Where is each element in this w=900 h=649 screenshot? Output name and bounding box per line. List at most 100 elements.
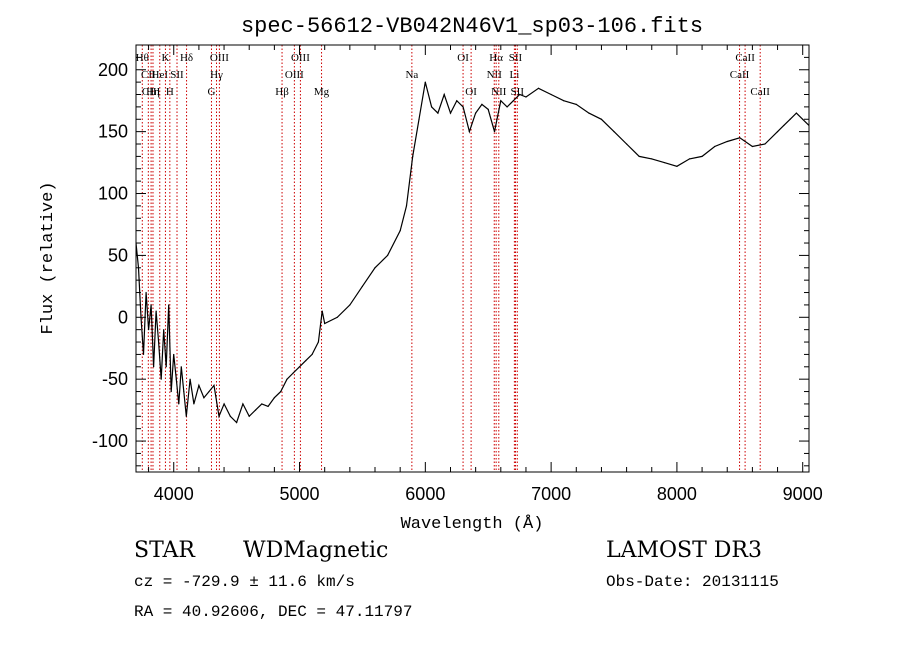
data-point xyxy=(688,158,691,160)
data-point xyxy=(292,372,294,374)
data-point xyxy=(168,304,170,306)
line-marker-label: Hβ xyxy=(275,86,289,98)
data-point xyxy=(512,100,514,102)
obs-date-text: Obs-Date: 20131115 xyxy=(606,573,779,591)
x-tick-label: 6000 xyxy=(405,484,445,504)
data-point xyxy=(537,87,540,89)
data-point xyxy=(298,366,301,368)
line-marker-label: Hδ xyxy=(180,52,193,64)
data-point xyxy=(783,124,785,127)
line-marker-label: OIII xyxy=(285,69,304,81)
line-marker-label: NII xyxy=(487,69,503,81)
data-point xyxy=(726,140,728,143)
line-marker-label: Hη xyxy=(146,86,160,98)
x-tick-label: 8000 xyxy=(657,484,697,504)
data-point xyxy=(198,384,200,386)
plot-frame xyxy=(135,44,810,473)
data-point xyxy=(317,341,320,343)
survey-label: LAMOST DR3 xyxy=(606,538,762,563)
data-point xyxy=(456,100,458,102)
line-marker-label: NII xyxy=(491,86,507,98)
data-point xyxy=(500,100,502,102)
line-marker-label: SII xyxy=(509,52,523,64)
y-tick-label: 0 xyxy=(118,307,128,327)
data-point xyxy=(431,106,433,108)
line-marker-label: HeI xyxy=(152,69,169,81)
data-point xyxy=(802,118,804,120)
data-point xyxy=(588,112,590,114)
data-point xyxy=(475,112,477,114)
data-point xyxy=(160,378,162,380)
data-point xyxy=(261,403,263,405)
data-point xyxy=(158,341,160,343)
data-point xyxy=(349,304,351,306)
class-label: STAR xyxy=(134,538,195,563)
x-tick-label: 4000 xyxy=(154,484,194,504)
line-marker-label: OIII xyxy=(291,52,310,64)
line-marker-label: Hα xyxy=(489,52,503,64)
data-point xyxy=(468,131,470,133)
line-marker-label: OI xyxy=(457,52,469,64)
data-point xyxy=(739,137,741,139)
data-point xyxy=(506,106,508,108)
data-point xyxy=(449,112,452,114)
data-point xyxy=(764,143,766,145)
data-point xyxy=(405,205,408,207)
cz-text: cz = -729.9 ± 11.6 km/s xyxy=(134,573,355,591)
data-point xyxy=(361,285,364,287)
data-point xyxy=(563,100,565,102)
data-point xyxy=(208,390,210,393)
data-point xyxy=(336,316,338,318)
y-tick-label: -50 xyxy=(102,369,128,389)
data-point xyxy=(795,112,798,114)
data-point xyxy=(178,403,180,405)
line-marker-label: CaII xyxy=(730,69,750,81)
data-point xyxy=(173,353,175,356)
line-marker-label: CIII xyxy=(142,86,161,98)
subclass-label: WDMagnetic xyxy=(243,538,389,563)
data-point xyxy=(267,405,269,408)
data-point xyxy=(776,131,779,133)
data-point xyxy=(203,397,205,399)
data-point xyxy=(142,353,145,356)
data-point xyxy=(286,378,288,380)
data-point xyxy=(751,145,753,148)
y-tick-label: -100 xyxy=(92,431,128,451)
line-marker-label: SII xyxy=(170,69,184,81)
data-point xyxy=(374,267,376,269)
y-tick-label: 100 xyxy=(98,184,128,204)
series-line-0 xyxy=(136,81,809,424)
x-tick-label: 9000 xyxy=(783,484,823,504)
line-marker-label: OIII xyxy=(210,52,229,64)
line-marker-label: Mg xyxy=(314,86,330,98)
data-point xyxy=(424,81,426,83)
data-point xyxy=(229,415,231,417)
data-point xyxy=(137,267,140,269)
y-axis-label: Flux (relative) xyxy=(39,181,58,334)
line-marker-label: OI xyxy=(465,86,477,98)
line-marker-label: CII xyxy=(141,69,156,81)
data-point xyxy=(714,145,716,148)
data-point xyxy=(311,353,313,356)
y-tick-label: 150 xyxy=(98,122,128,142)
data-point xyxy=(147,329,150,331)
data-point xyxy=(493,131,496,133)
data-point xyxy=(150,304,152,306)
data-point xyxy=(248,415,250,417)
data-point xyxy=(550,93,552,96)
data-point xyxy=(254,409,257,411)
data-point xyxy=(280,390,282,393)
data-point xyxy=(412,155,414,157)
data-point xyxy=(180,366,182,368)
data-point xyxy=(386,254,389,257)
data-point xyxy=(183,390,185,393)
data-point xyxy=(701,155,703,157)
data-point xyxy=(443,93,445,96)
x-tick-label: 5000 xyxy=(280,484,320,504)
line-marker-label: CaII xyxy=(735,52,755,64)
data-point xyxy=(399,230,401,232)
line-marker-label: Hγ xyxy=(210,69,223,81)
data-point xyxy=(676,165,678,167)
data-point xyxy=(273,397,275,399)
